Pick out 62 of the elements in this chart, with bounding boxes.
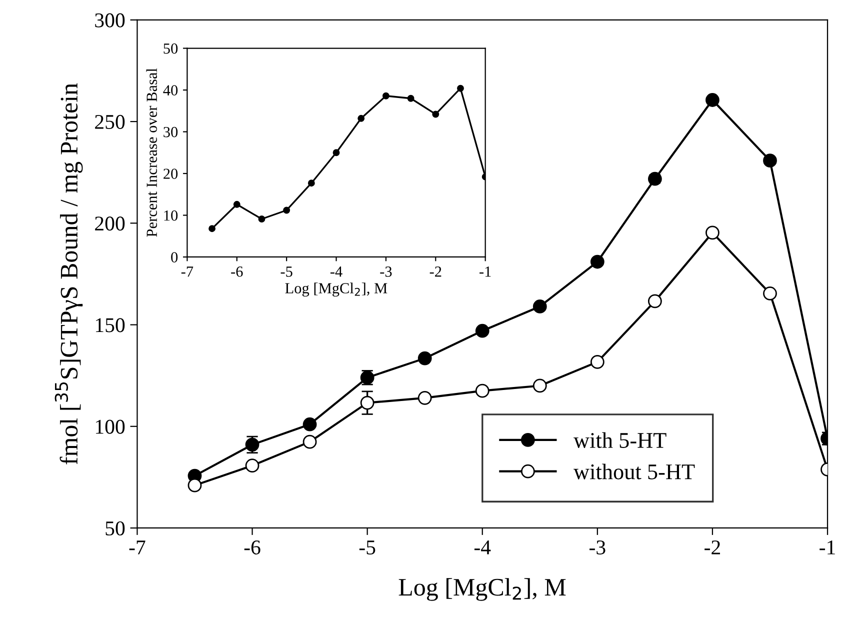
point [188, 478, 202, 492]
y-tick-label: 50 [164, 43, 178, 54]
point [590, 355, 604, 369]
point [648, 294, 662, 308]
y-axis-title: fmol [$^{35}$S]GTPγS Bound / mg Protein [54, 83, 83, 464]
point [418, 351, 432, 366]
point [532, 378, 547, 393]
x-tick-label: -6 [231, 266, 243, 277]
x-tick-label: -5 [280, 266, 292, 277]
point [360, 396, 374, 410]
x-tick-label: -1 [820, 540, 835, 554]
y-tick-label: 0 [171, 252, 178, 262]
point [308, 180, 315, 187]
point [407, 94, 414, 102]
point [418, 390, 432, 405]
x-tick-label: -5 [359, 540, 376, 554]
point [648, 172, 662, 186]
x-tick-label: -7 [181, 266, 194, 277]
y-tick-label: 150 [96, 318, 125, 332]
y-tick-label: 10 [164, 210, 178, 221]
point [706, 93, 720, 107]
y-tick-label: 20 [164, 168, 178, 179]
y-tick-label: 200 [95, 216, 125, 231]
x-tick-label: -3 [380, 266, 392, 277]
y-axis-title: Percent Increase over Basal [146, 68, 157, 237]
y-tick-label: 300 [95, 13, 125, 28]
y-tick-label: 40 [163, 85, 178, 96]
point [475, 324, 490, 338]
point [358, 114, 365, 122]
point [302, 434, 317, 449]
legend-label: with 5-HT [574, 432, 666, 448]
point [532, 300, 547, 314]
x-tick-label: -3 [590, 540, 606, 554]
x-tick-label: -2 [704, 540, 720, 554]
y-tick-label: 50 [106, 521, 125, 536]
y-tick-label: 30 [164, 126, 178, 138]
point [208, 225, 216, 232]
x-tick-label: -4 [474, 540, 491, 554]
y-tick-label: 100 [96, 420, 125, 434]
point [245, 458, 260, 473]
point [475, 384, 490, 398]
point [332, 149, 340, 156]
point [233, 200, 240, 208]
point [302, 417, 317, 432]
point [283, 206, 290, 214]
point [763, 154, 777, 168]
point [382, 92, 390, 100]
legend-label: without 5-HT [574, 464, 695, 480]
point [258, 216, 266, 222]
x-tick-label: -1 [480, 266, 491, 277]
point [706, 226, 720, 240]
x-axis-title: Log [MgCl$_{2}$], M [285, 282, 388, 297]
point [432, 110, 440, 118]
x-tick-label: -4 [330, 266, 342, 277]
y-tick-label: 250 [95, 114, 125, 129]
x-tick-label: -2 [430, 266, 442, 277]
x-axis-title: Log [MgCl$_{2}$], M [398, 578, 566, 601]
point [457, 84, 464, 92]
point [590, 254, 604, 269]
x-tick-label: -7 [129, 540, 146, 554]
point [763, 286, 777, 300]
x-tick-label: -6 [244, 540, 260, 554]
